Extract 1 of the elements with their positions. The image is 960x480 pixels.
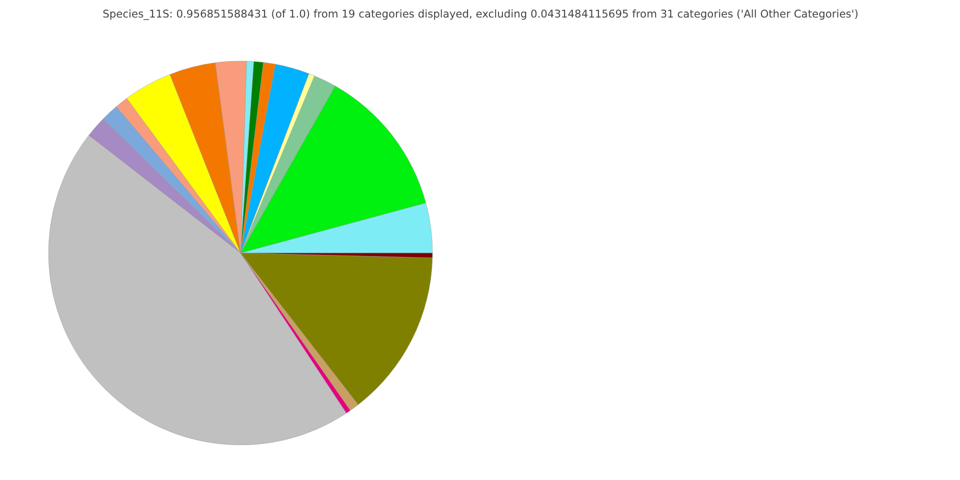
text: Species_11S: 0.956851588431 (of 1.0) from 19 categories displayed, excluding 0.0431484115695 from 31 categories ('All Other Categories'): [102, 8, 858, 20]
